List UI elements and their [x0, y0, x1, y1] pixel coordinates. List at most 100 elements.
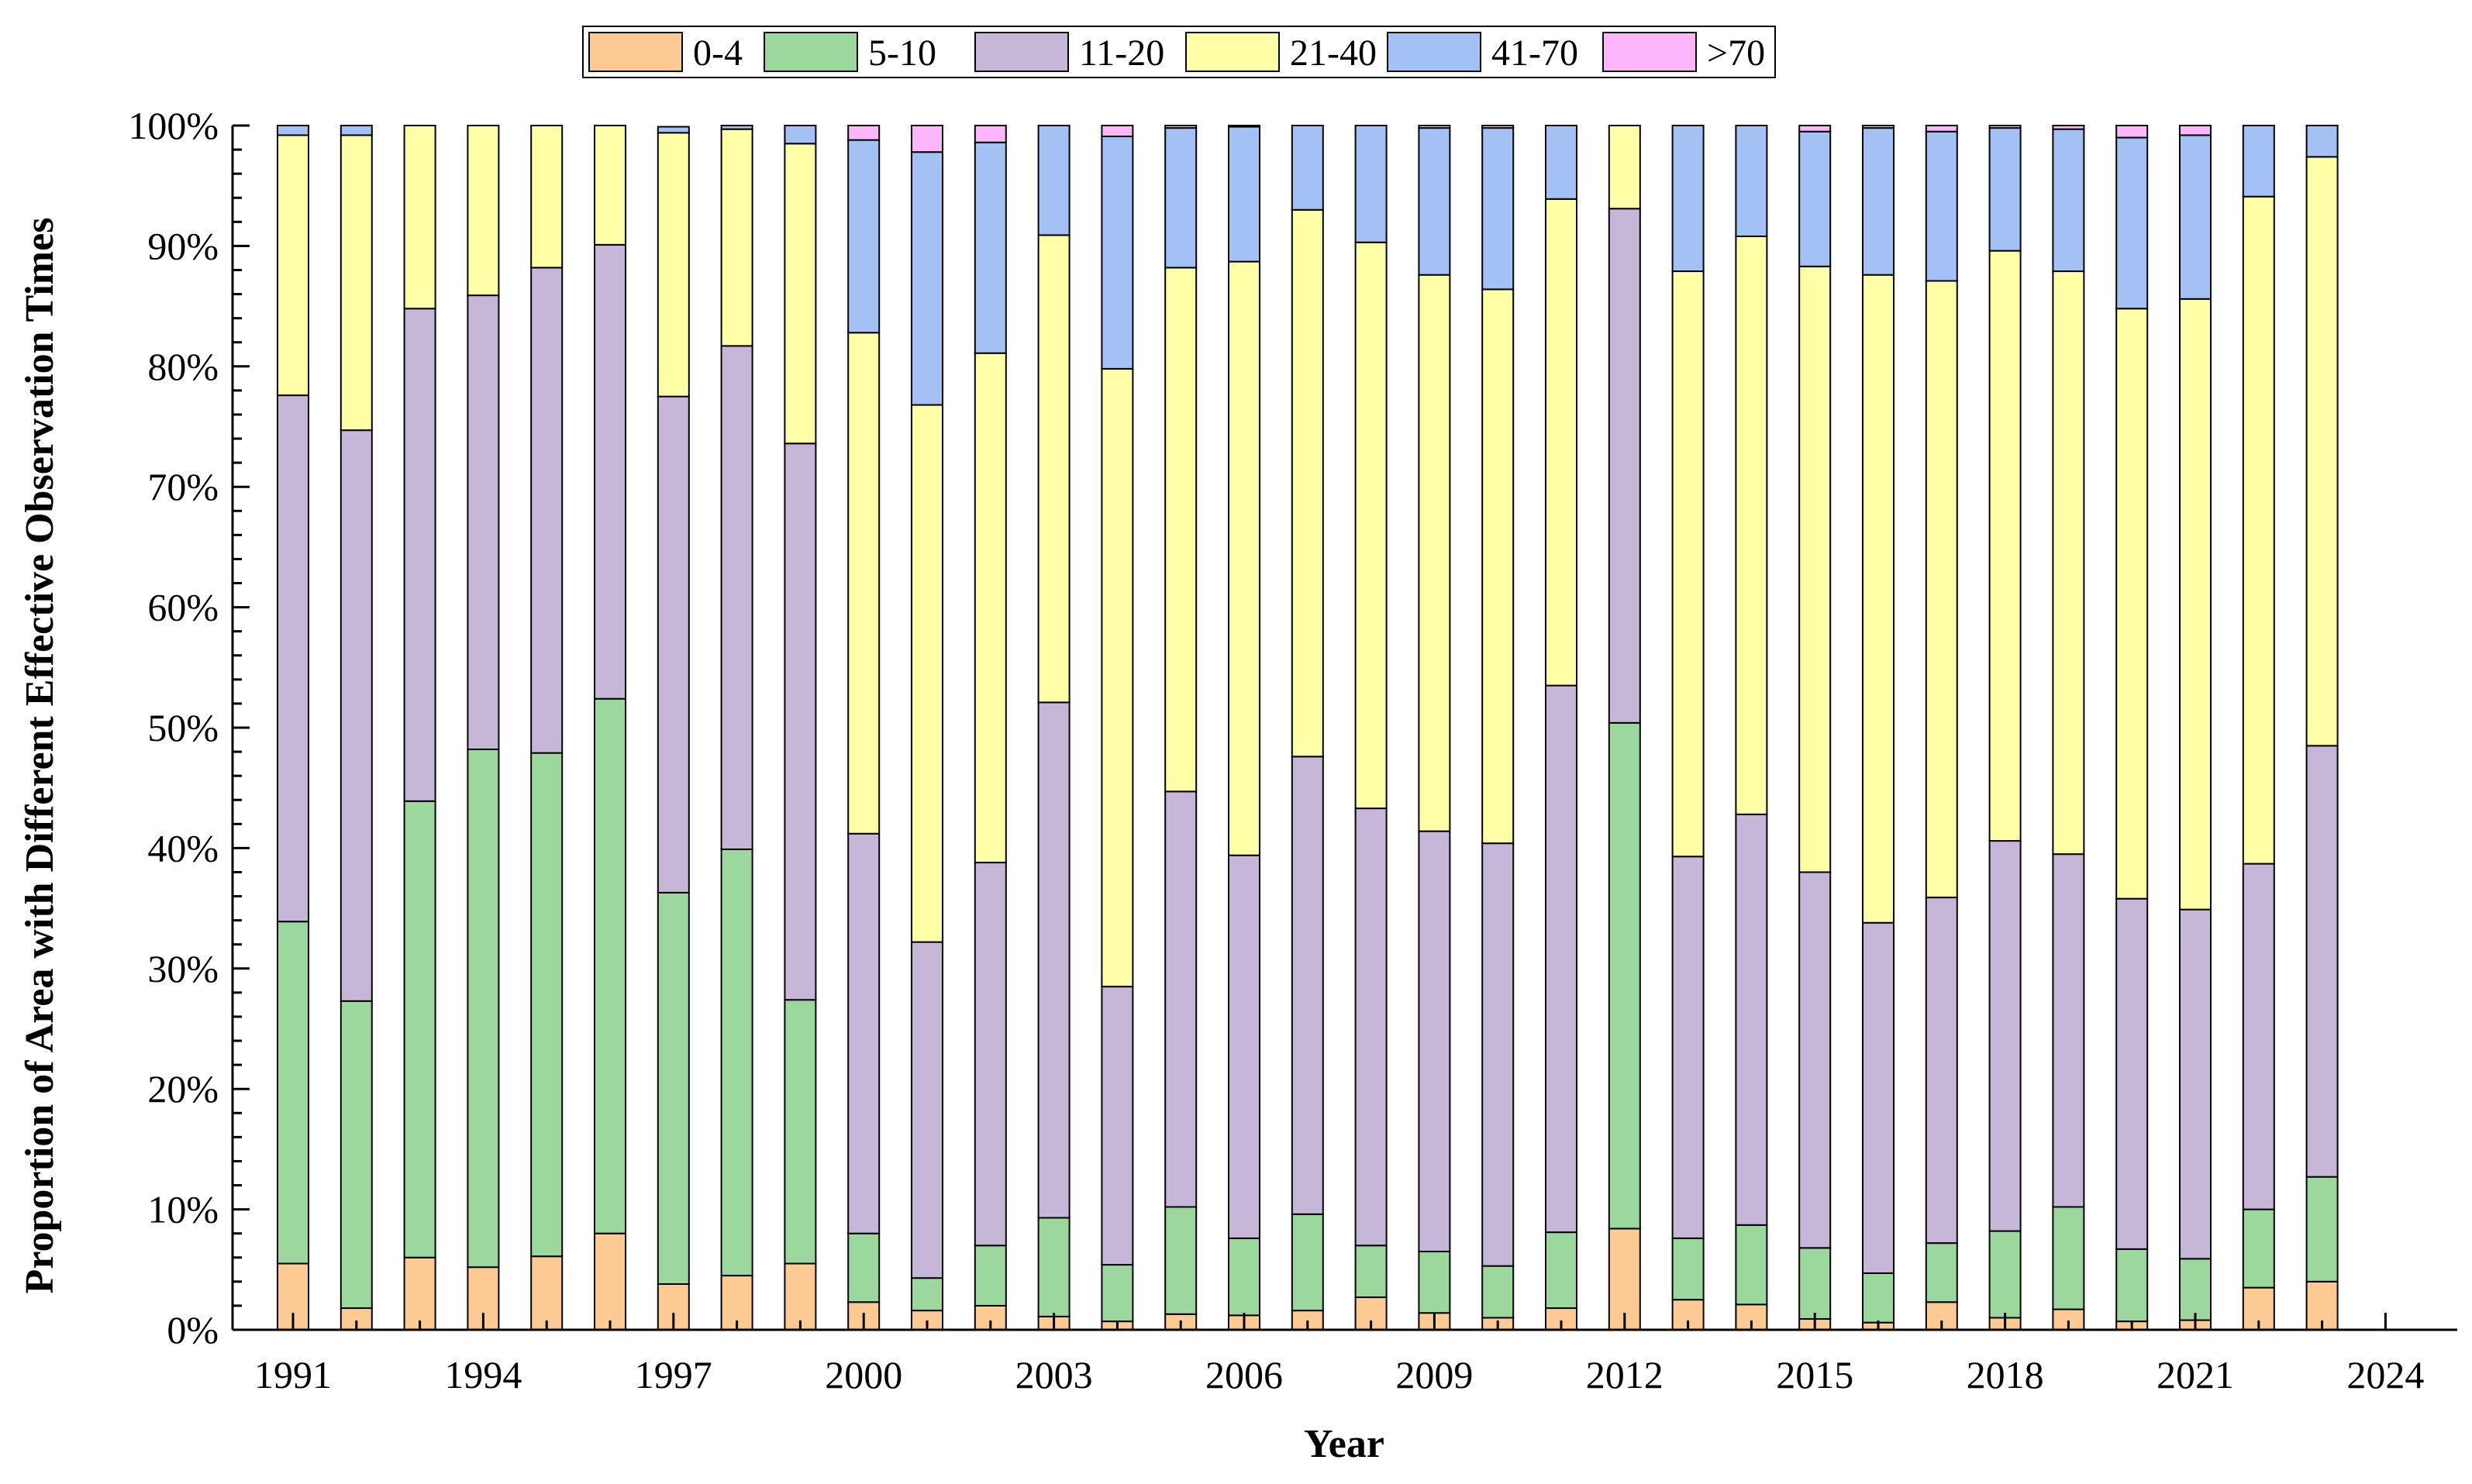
bar-segment-2004->70 [1101, 125, 1134, 137]
legend: 0-4 5-10 11-20 21-40 41-70 >70 [582, 26, 1776, 78]
bar-segment-2019-41-70 [2052, 128, 2085, 273]
bar-segment-1996-5-10 [594, 697, 626, 1234]
legend-swatch-0-4 [588, 32, 683, 72]
x-tick-label: 2000 [825, 1353, 902, 1396]
bar-segment-2013-11-20 [1671, 856, 1705, 1239]
bar-segment-1999-5-10 [784, 999, 817, 1265]
bar-segment-2022-21-40 [2242, 195, 2275, 865]
bar-segment-2014-11-20 [1735, 813, 1768, 1226]
bar-segment-2007-41-70 [1291, 125, 1324, 211]
bar-segment-2002-5-10 [974, 1245, 1007, 1307]
bar-segment-1992-11-20 [340, 429, 373, 1002]
bar-segment-2001->70 [911, 125, 943, 153]
bar-segment-1995-21-40 [530, 125, 564, 269]
bar-segment-2013-5-10 [1671, 1237, 1705, 1301]
bar-segment-2020->70 [2115, 125, 2149, 139]
bar-segment-1992-5-10 [340, 1000, 373, 1310]
bar-segment-2016->70 [1862, 125, 1895, 129]
bar-segment-2000-5-10 [847, 1232, 881, 1303]
bar-segment-2014-5-10 [1735, 1224, 1768, 1306]
bar-segment-2017->70 [1925, 125, 1958, 133]
bar-segment-2021->70 [2179, 125, 2212, 136]
bar-segment-2002-11-20 [974, 862, 1007, 1247]
bar-segment-2001-21-40 [911, 404, 943, 943]
bar-segment-2013-21-40 [1671, 270, 1705, 858]
legend-swatch->70 [1602, 32, 1697, 72]
y-tick-label: 100% [128, 104, 219, 147]
bar-segment-1998-21-40 [720, 128, 753, 347]
bar-segment-2009-41-70 [1418, 127, 1451, 276]
legend-swatch-5-10 [764, 32, 858, 72]
bar-segment-2006->70 [1228, 125, 1260, 128]
bar-segment-2000->70 [847, 125, 881, 141]
bar-segment-2006-41-70 [1228, 126, 1260, 263]
bar-segment-1996-0-4 [594, 1232, 626, 1331]
bar-segment-1991-5-10 [277, 921, 309, 1265]
bar-segment-2004-41-70 [1101, 135, 1134, 370]
bar-segment-2003-21-40 [1037, 234, 1071, 704]
legend-frame [582, 26, 1776, 78]
bar-segment-2011-11-20 [1545, 684, 1577, 1234]
bar-segment-2004-21-40 [1101, 367, 1134, 988]
bar-segment-2019->70 [2052, 125, 2085, 130]
bar-segment-2010->70 [1481, 125, 1515, 129]
bar-segment-2002->70 [974, 125, 1007, 143]
bar-segment-2010-11-20 [1481, 842, 1515, 1267]
bar-segment-2015-21-40 [1798, 265, 1832, 873]
bar-segment-1993-21-40 [403, 125, 436, 310]
bar-segment-2003-5-10 [1037, 1217, 1071, 1317]
bar-segment-2007-5-10 [1291, 1213, 1324, 1312]
bar-segment-2004-11-20 [1101, 986, 1134, 1266]
x-tick-label: 2003 [1015, 1353, 1093, 1396]
y-tick-label: 70% [147, 465, 219, 508]
bar-segment-2006-21-40 [1228, 260, 1260, 856]
x-tick-label: 2021 [2157, 1353, 2234, 1396]
bar-segment-1997-41-70 [657, 126, 690, 134]
x-tick-label: 1991 [254, 1353, 332, 1396]
bar-segment-2001-11-20 [911, 941, 943, 1279]
bar-segment-1999-41-70 [784, 125, 817, 145]
bar-segment-1997-11-20 [657, 395, 690, 893]
legend-swatch-41-70 [1387, 32, 1481, 72]
bar-segment-2005->70 [1164, 125, 1198, 129]
bar-segment-1999-0-4 [784, 1262, 817, 1331]
bar-segment-1994-21-40 [467, 125, 500, 297]
bar-segment-2006-5-10 [1228, 1237, 1260, 1317]
bar-segment-1991-41-70 [277, 125, 309, 136]
bar-segment-2009->70 [1418, 125, 1451, 129]
bar-segment-2003-11-20 [1037, 701, 1071, 1219]
y-axis-title: Proportion of Area with Different Effect… [18, 218, 62, 1294]
legend-label-11-20: 11-20 [1079, 33, 1164, 74]
y-tick-label: 40% [147, 826, 219, 869]
bar-segment-1997-21-40 [657, 132, 690, 398]
x-tick-label: 2012 [1586, 1353, 1664, 1396]
bar-segment-2018-41-70 [1988, 127, 2022, 252]
bar-segment-2016-5-10 [1862, 1272, 1895, 1324]
bar-segment-2005-41-70 [1164, 127, 1198, 269]
bar-segment-2021-21-40 [2179, 298, 2212, 911]
bar-segment-1995-0-4 [530, 1255, 564, 1331]
bar-segment-1997-5-10 [657, 891, 690, 1285]
bar-segment-2021-41-70 [2179, 134, 2212, 300]
bar-segment-1992-41-70 [340, 125, 373, 136]
y-tick-label: 0% [167, 1308, 219, 1351]
y-tick-label: 60% [147, 586, 219, 629]
x-tick-label: 2015 [1776, 1353, 1853, 1396]
bar-segment-2009-5-10 [1418, 1250, 1451, 1314]
bar-segment-2004-5-10 [1101, 1264, 1134, 1323]
bar-segment-2021-5-10 [2179, 1258, 2212, 1321]
bar-segment-2012-11-20 [1608, 208, 1641, 724]
bar-segment-2020-21-40 [2115, 308, 2149, 900]
bar-segment-1995-11-20 [530, 267, 564, 754]
bar-segment-1998-11-20 [720, 345, 753, 850]
x-axis-title: Year [1304, 1422, 1384, 1466]
bar-segment-2005-5-10 [1164, 1206, 1198, 1315]
bar-segment-2018-21-40 [1988, 250, 2022, 842]
bar-segment-1991-21-40 [277, 134, 309, 397]
bar-segment-1999-21-40 [784, 143, 817, 445]
bar-segment-2019-5-10 [2052, 1206, 2085, 1310]
bar-segment-2018-5-10 [1988, 1230, 2022, 1319]
bar-segment-2009-21-40 [1418, 274, 1451, 832]
